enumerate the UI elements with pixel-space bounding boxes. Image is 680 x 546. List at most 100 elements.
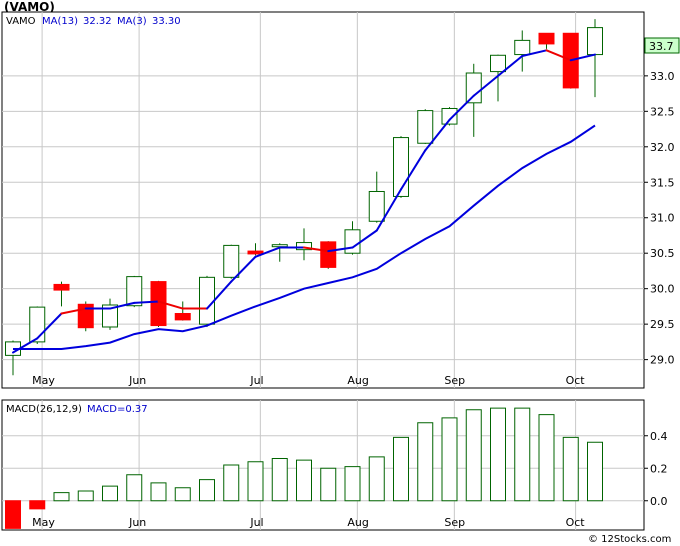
candle-down [247, 250, 264, 255]
ma3-segment [206, 280, 233, 310]
watermark: © 12Stocks.com [588, 534, 671, 545]
ma3-segment [472, 74, 499, 97]
price-x-tick-label: May [32, 374, 55, 387]
price-y-tick-label: 31.0 [650, 212, 675, 225]
macd-x-ticks: May Jun Jul Aug Sep Oct [32, 516, 585, 529]
macd-x-tick-label: Oct [566, 516, 586, 529]
price-x-tick-label: Aug [347, 374, 368, 387]
ma3-segment [569, 53, 596, 62]
macd-bar-positive [417, 422, 434, 502]
candle-up [441, 107, 458, 125]
macd-bar-positive [53, 492, 70, 502]
candle-down [174, 313, 191, 321]
price-y-tick-label: 29.5 [650, 318, 675, 331]
macd-x-tick-label: Jun [128, 516, 146, 529]
macd-bar-positive [368, 456, 385, 502]
ma3-segment [545, 49, 572, 62]
price-x-tick-label: Oct [566, 374, 586, 387]
price-y-tick-label: 33.0 [650, 70, 675, 83]
macd-bar-positive [562, 436, 579, 502]
price-x-tick-label: Jun [128, 374, 146, 387]
price-x-tick-label: Sep [444, 374, 465, 387]
macd-bar-positive [199, 479, 215, 502]
macd-x-tick-label: Aug [347, 516, 368, 529]
price-legend-ma3-label: MA(3) [117, 16, 147, 27]
price-legend-ma3-value: 33.30 [152, 16, 181, 27]
price-y-tick-label: 30.0 [650, 283, 675, 296]
candle-up [465, 72, 482, 104]
ma3-segment [327, 246, 354, 253]
macd-bar-positive [538, 414, 555, 502]
candle-down [320, 241, 337, 268]
ma3-segment [497, 54, 524, 77]
candle-up [29, 306, 46, 343]
candle-up [490, 54, 506, 73]
macd-bar-positive [296, 459, 312, 502]
macd-legend-value: MACD=0.37 [87, 404, 148, 415]
candle-up [514, 39, 531, 56]
last-price-label: 33.7 [649, 40, 674, 53]
price-y-tick-label: 30.5 [650, 247, 675, 260]
macd-y-ticks: 0.4 0.2 0.0 [644, 430, 668, 508]
ma3-segment [424, 118, 451, 152]
candle-up [296, 242, 312, 251]
macd-bar-positive [150, 482, 167, 502]
price-candles [5, 19, 603, 376]
macd-bar-positive [271, 458, 288, 502]
candle-up [344, 229, 361, 254]
ma3-segment [303, 246, 330, 253]
ma3-segment [351, 229, 378, 249]
macd-x-tick-label: May [32, 516, 55, 529]
price-legend-ma13-value: 32.32 [83, 16, 112, 27]
ma3-segment [109, 301, 136, 310]
ma3-segment [521, 49, 548, 57]
candle-down [53, 283, 70, 291]
macd-bar-positive [441, 417, 458, 502]
price-y-tick-label: 31.5 [650, 176, 675, 189]
price-y-tick-label: 29.0 [650, 354, 675, 367]
ma3-segment [12, 337, 39, 354]
macd-bar-positive [77, 490, 94, 502]
price-panel-frame [1, 11, 645, 389]
candle-up [271, 244, 288, 248]
macd-x-tick-label: Sep [444, 516, 465, 529]
candle-up [126, 276, 143, 307]
price-y-tick-label: 32.0 [650, 141, 675, 154]
macd-legend-label: MACD(26,12,9) [6, 404, 82, 415]
macd-bar-positive [587, 441, 603, 502]
ma3-segment [60, 307, 87, 315]
price-x-ticks: May Jun Jul Aug Sep Oct [32, 374, 585, 387]
macd-bar-positive [247, 461, 264, 502]
candle-up [368, 190, 385, 222]
ma3-segment [400, 149, 427, 191]
candle-up [587, 27, 603, 56]
macd-y-tick-label: 0.2 [650, 462, 668, 475]
price-legend-ticker: VAMO [6, 16, 36, 27]
macd-panel-frame [1, 399, 645, 531]
macd-bars [5, 407, 603, 529]
ma3-segment [230, 255, 257, 283]
price-legend-ma13-label: MA(13) [42, 16, 78, 27]
price-y-tick-label: 32.5 [650, 105, 675, 118]
last-price-box [644, 37, 680, 54]
macd-bar-positive [490, 407, 506, 502]
ma3-segment [254, 246, 281, 258]
ma3-segment [157, 300, 184, 310]
candle-down [538, 32, 555, 45]
price-x-tick-label: Jul [249, 374, 263, 387]
candle-up [417, 110, 434, 144]
price-y-ticks: 29.0 29.5 30.0 30.5 31.0 31.5 32.0 32.5 33.0 [644, 70, 675, 367]
macd-bar-positive [223, 464, 240, 502]
macd-x-tick-label: Jul [249, 516, 263, 529]
ma3-segment [448, 94, 475, 121]
macd-y-tick-label: 0.4 [650, 430, 668, 443]
candle-up [102, 304, 118, 328]
chart-title: (VAMO) [4, 0, 55, 14]
macd-bar-positive [174, 487, 191, 502]
macd-bar-positive [514, 407, 531, 502]
macd-y-tick-label: 0.0 [650, 495, 668, 508]
price-moving-averages [12, 49, 596, 354]
ma3-segment [133, 300, 160, 304]
macd-bar-negative [5, 500, 21, 529]
